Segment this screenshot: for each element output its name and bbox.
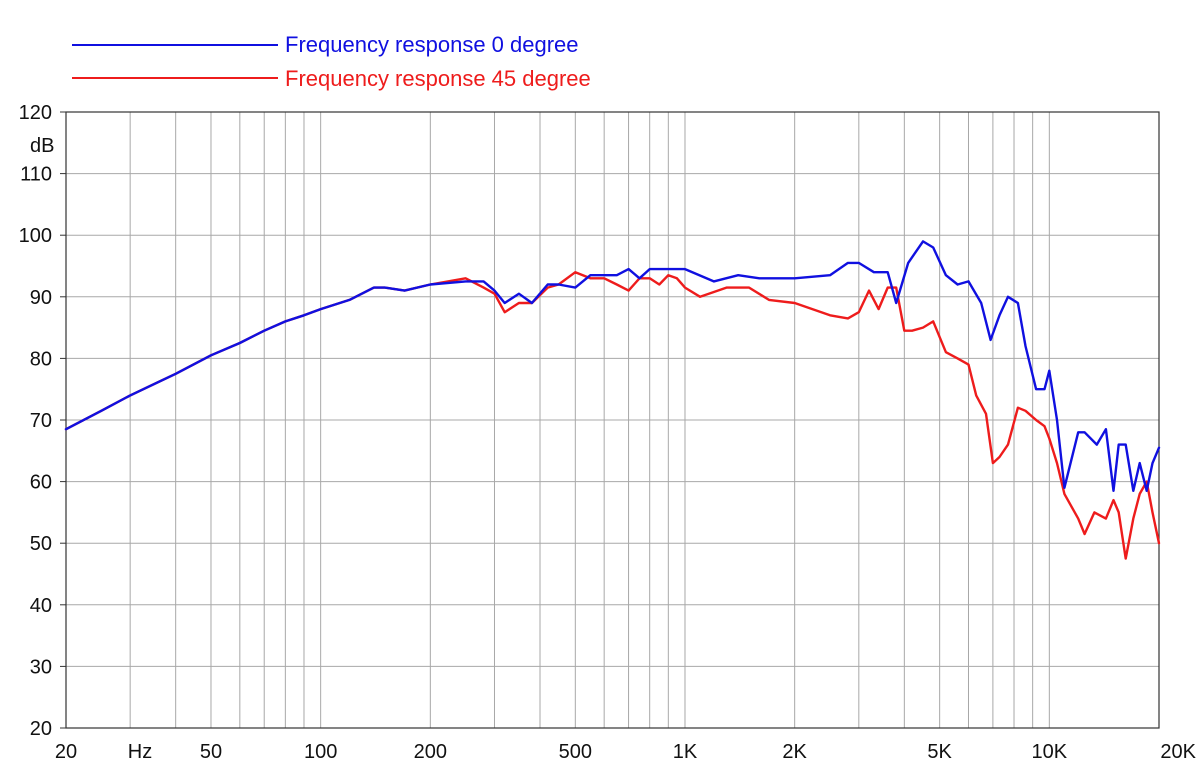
y-axis: 20 30 40 50 60 70 80 90 100 110 120 (19, 102, 66, 740)
x-tick-label: 1K (673, 741, 698, 763)
x-tick-label: 100 (304, 741, 337, 763)
y-tick-label: 90 (30, 287, 52, 309)
y-tick-label: 60 (30, 472, 52, 494)
y-tick-label: 20 (30, 718, 52, 740)
x-tick-label: 500 (559, 741, 592, 763)
x-tick-label: 20K (1160, 741, 1196, 763)
y-axis-unit-label: dB (30, 135, 54, 157)
x-tick-label: 5K (927, 741, 952, 763)
series-line-0-degree (64, 240, 1161, 492)
y-tick-label: 80 (30, 348, 52, 370)
x-tick-label: 200 (414, 741, 447, 763)
y-tick-label: 50 (30, 533, 52, 555)
x-axis: 20 50 100 200 500 1K 2K 5K 10K 20K (55, 741, 1197, 763)
y-tick-label: 110 (20, 164, 52, 186)
y-tick-label: 120 (19, 102, 52, 124)
x-tick-label: 10K (1032, 741, 1068, 763)
legend-label-0-degree: Frequency response 0 degree (285, 32, 579, 57)
x-axis-unit-label: Hz (128, 741, 152, 763)
y-tick-label: 100 (19, 225, 52, 247)
legend-label-45-degree: Frequency response 45 degree (285, 66, 591, 91)
x-tick-label: 2K (782, 741, 807, 763)
x-tick-label: 50 (200, 741, 222, 763)
y-tick-label: 30 (30, 656, 52, 678)
x-tick-label: 20 (55, 741, 77, 763)
grid (66, 112, 1159, 728)
series-layer (64, 240, 1161, 560)
series-line-45-degree (64, 271, 1161, 560)
y-tick-label: 40 (30, 595, 52, 617)
y-tick-label: 70 (30, 410, 52, 432)
legend: Frequency response 0 degree Frequency re… (72, 32, 591, 91)
